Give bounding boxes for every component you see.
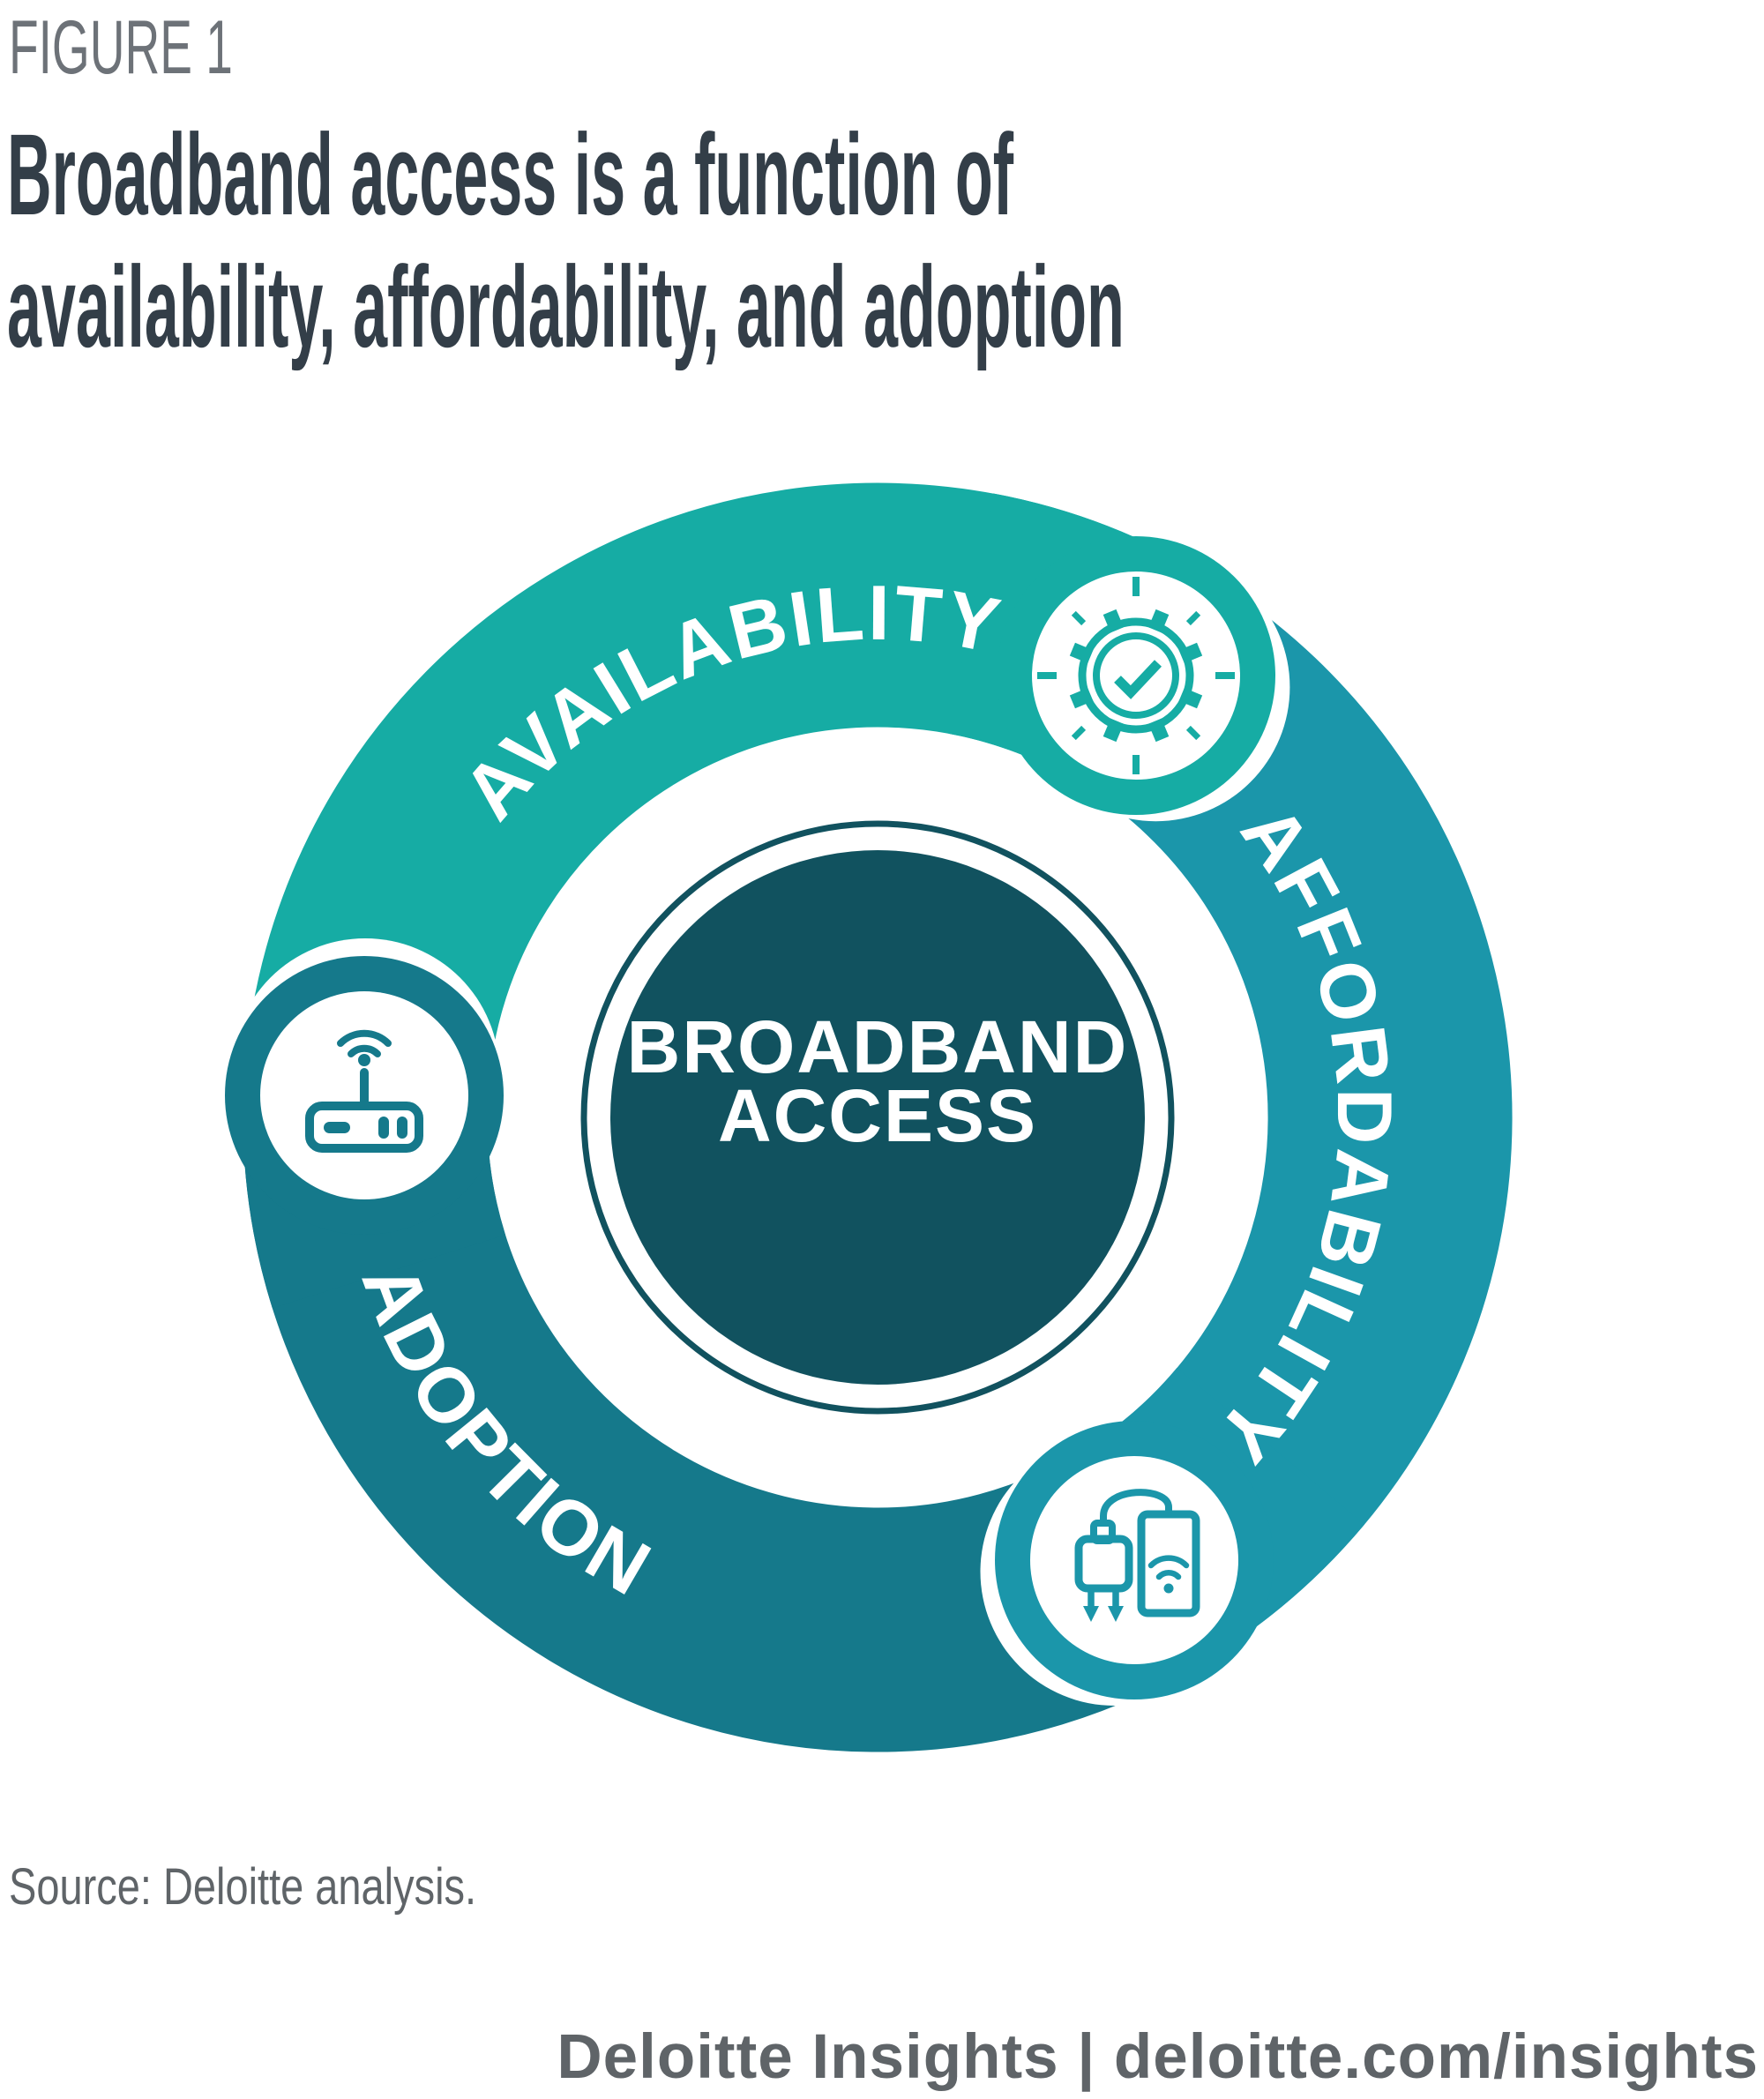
figure-label: FIGURE 1 xyxy=(9,5,233,90)
icon-disc-gear xyxy=(1032,571,1240,780)
center-ring xyxy=(580,820,1175,1415)
figure-title-line1: Broadband access is a function of xyxy=(7,109,1014,239)
icon-disc-plug xyxy=(1030,1456,1238,1664)
center-circle xyxy=(610,850,1145,1385)
figure-title-line2: availability, affordability, and adoptio… xyxy=(7,242,1125,371)
center-label-line2: ACCESS xyxy=(718,1074,1037,1157)
plug-device-icon xyxy=(1074,1489,1200,1622)
deloitte-insights-brandline: Deloitte Insights | deloitte.com/insight… xyxy=(557,2022,1759,2092)
source-note: Source: Deloitte analysis. xyxy=(9,1858,477,1916)
figure-title: Broadband access is a function of availa… xyxy=(7,108,1125,373)
center-label-line1: BROADBAND xyxy=(627,1005,1129,1088)
gear-check-icon xyxy=(1037,577,1235,774)
wifi-router-icon xyxy=(305,1029,423,1153)
